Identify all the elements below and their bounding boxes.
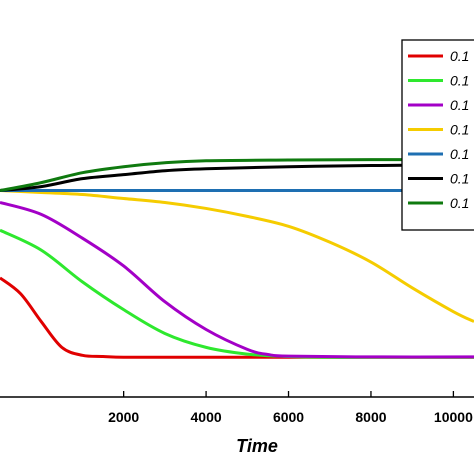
- x-axis-title: Time: [236, 436, 278, 456]
- x-tick-label: 8000: [355, 409, 386, 425]
- legend-items: 0.1 0.1 0.1 0.1 0.1 0.1 0.1: [408, 48, 469, 211]
- legend-box: [401, 39, 474, 231]
- legend-label-4: 0.1: [450, 122, 469, 138]
- series-line-4: [0, 189, 474, 323]
- legend-label-3: 0.1: [450, 97, 469, 113]
- x-tick-label: 2000: [108, 409, 139, 425]
- legend-label-6: 0.1: [450, 171, 469, 187]
- x-tick-label: 4000: [191, 409, 222, 425]
- plot-lines: [0, 158, 474, 359]
- series-line-7: [0, 158, 474, 193]
- legend-label-2: 0.1: [450, 73, 469, 89]
- x-tick-label: 10000: [434, 409, 473, 425]
- series-line-6: [0, 163, 474, 193]
- legend-label-5: 0.1: [450, 146, 469, 162]
- series-line-2: [0, 228, 474, 359]
- legend-label-1: 0.1: [450, 48, 469, 64]
- x-axis-ticks: 2000 4000 6000 8000 10000: [108, 391, 473, 425]
- legend-label-7: 0.1: [450, 195, 469, 211]
- series-line-3: [0, 201, 474, 359]
- x-tick-label: 6000: [273, 409, 304, 425]
- legend: 0.1 0.1 0.1 0.1 0.1 0.1 0.1: [401, 39, 474, 231]
